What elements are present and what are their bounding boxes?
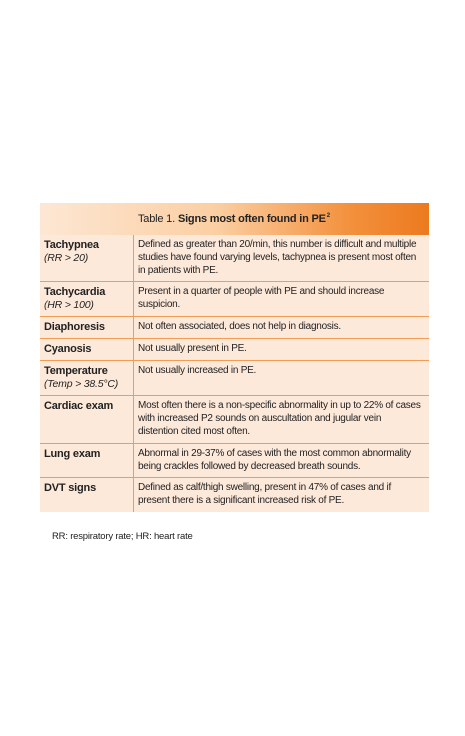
- sign-cell: Cardiac exam: [40, 396, 134, 442]
- sign-cell: Tachypnea (RR > 20): [40, 235, 134, 281]
- sign-criteria: (HR > 100): [44, 299, 133, 312]
- sign-cell: Temperature (Temp > 38.5°C): [40, 361, 134, 395]
- sign-name: Cardiac exam: [44, 400, 133, 413]
- sign-name: Temperature: [44, 365, 133, 378]
- sign-description: Defined as calf/thigh swelling, present …: [134, 478, 429, 512]
- sign-cell: DVT signs: [40, 478, 134, 512]
- table-row: Cyanosis Not usually present in PE.: [40, 339, 429, 361]
- table-header: Table 1. Signs most often found in PE2: [40, 203, 429, 235]
- table-row: Diaphoresis Not often associated, does n…: [40, 317, 429, 339]
- sign-name: DVT signs: [44, 482, 133, 495]
- sign-criteria: (RR > 20): [44, 252, 133, 265]
- sign-description: Not usually increased in PE.: [134, 361, 429, 395]
- sign-cell: Cyanosis: [40, 339, 134, 360]
- table-row: Tachypnea (RR > 20) Defined as greater t…: [40, 235, 429, 282]
- signs-table: Table 1. Signs most often found in PE2 T…: [40, 203, 429, 512]
- table-row: Temperature (Temp > 38.5°C) Not usually …: [40, 361, 429, 396]
- sign-cell: Tachycardia (HR > 100): [40, 282, 134, 316]
- sign-cell: Lung exam: [40, 444, 134, 478]
- table-row: Lung exam Abnormal in 29-37% of cases wi…: [40, 444, 429, 479]
- sign-description: Not usually present in PE.: [134, 339, 429, 360]
- sign-name: Cyanosis: [44, 343, 133, 356]
- sign-description: Defined as greater than 20/min, this num…: [134, 235, 429, 281]
- sign-name: Tachypnea: [44, 239, 133, 252]
- sign-name: Diaphoresis: [44, 321, 133, 334]
- table-footnote: RR: respiratory rate; HR: heart rate: [52, 531, 193, 542]
- table-number: Table 1.: [138, 213, 175, 225]
- sign-name: Tachycardia: [44, 286, 133, 299]
- sign-criteria: (Temp > 38.5°C): [44, 378, 133, 391]
- table-row: Cardiac exam Most often there is a non-s…: [40, 396, 429, 443]
- sign-name: Lung exam: [44, 448, 133, 461]
- sign-description: Abnormal in 29-37% of cases with the mos…: [134, 444, 429, 478]
- sign-description: Not often associated, does not help in d…: [134, 317, 429, 338]
- sign-cell: Diaphoresis: [40, 317, 134, 338]
- table-row: DVT signs Defined as calf/thigh swelling…: [40, 478, 429, 512]
- citation-superscript: 2: [327, 213, 330, 219]
- table-row: Tachycardia (HR > 100) Present in a quar…: [40, 282, 429, 317]
- sign-description: Present in a quarter of people with PE a…: [134, 282, 429, 316]
- sign-description: Most often there is a non-specific abnor…: [134, 396, 429, 442]
- table-title: Signs most often found in PE2: [178, 213, 330, 225]
